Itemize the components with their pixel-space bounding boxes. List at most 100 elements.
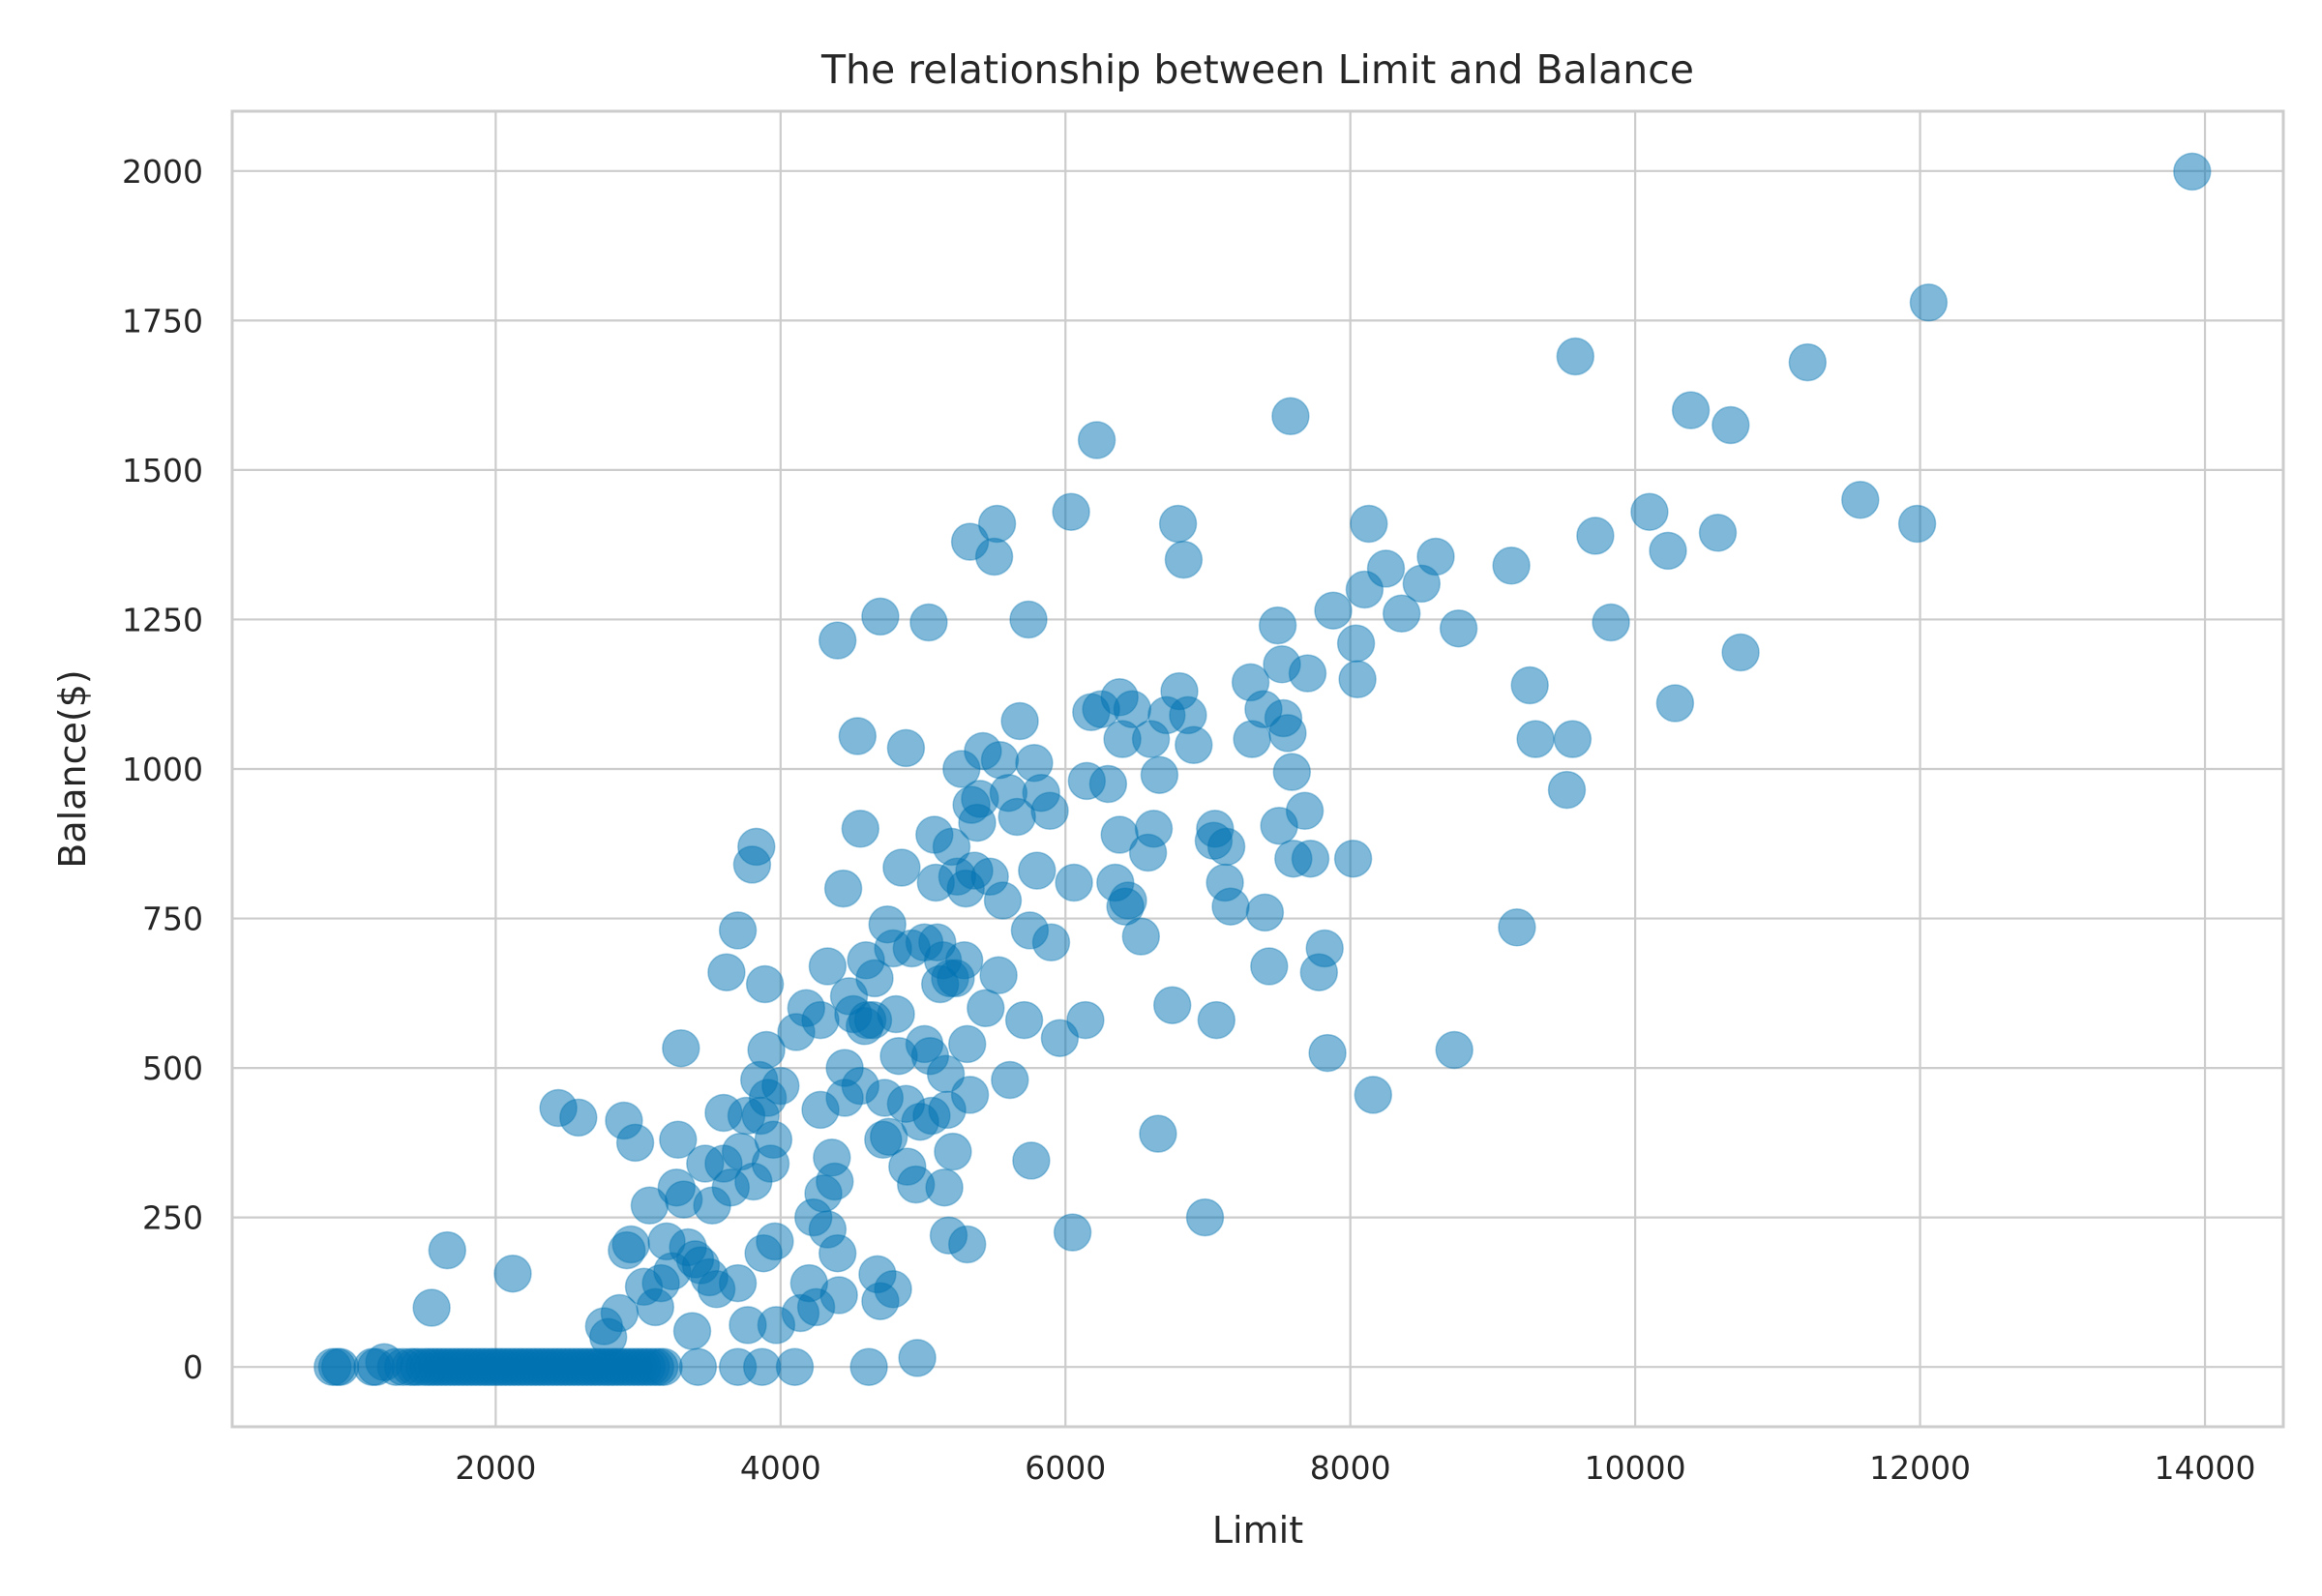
scatter-point <box>745 964 785 1004</box>
scatter-point <box>1291 839 1330 878</box>
scatter-point <box>819 1276 858 1315</box>
x-tick-label: 8000 <box>1310 1449 1391 1487</box>
y-axis-label: Balance($) <box>51 669 94 868</box>
scatter-point <box>1040 1019 1080 1057</box>
scatter-point <box>947 1024 987 1064</box>
scatter-point <box>1164 540 1204 579</box>
scatter-point <box>1206 827 1246 867</box>
scatter-point <box>1338 660 1377 699</box>
scatter-point <box>1841 481 1880 519</box>
scatter-point <box>1285 791 1325 831</box>
scatter-point <box>1492 547 1531 585</box>
scatter-point <box>1382 594 1421 634</box>
scatter-point <box>1576 517 1615 555</box>
scatter-point <box>1250 947 1289 986</box>
x-tick-label: 6000 <box>1025 1449 1106 1487</box>
points-layer <box>313 152 2212 1386</box>
y-tick-label: 1750 <box>122 302 203 340</box>
scatter-point <box>909 603 948 642</box>
scatter-point <box>1336 624 1376 663</box>
scatter-point <box>1655 684 1695 723</box>
scatter-point <box>1004 1000 1044 1040</box>
scatter-point <box>1211 887 1250 926</box>
scatter-point <box>1258 606 1297 645</box>
scatter-point <box>1350 504 1388 544</box>
scatter-point <box>1245 893 1285 932</box>
scatter-point <box>977 504 1017 544</box>
grid-layer <box>232 111 2283 1427</box>
x-tick-label: 14000 <box>2155 1449 2256 1487</box>
scatter-point <box>756 1222 794 1261</box>
scatter-point <box>737 827 776 867</box>
scatter-point <box>1671 391 1711 429</box>
scatter-point <box>1139 1114 1177 1153</box>
scatter-point <box>672 1312 712 1350</box>
x-tick-label: 12000 <box>1869 1449 1971 1487</box>
scatter-point <box>1712 405 1750 445</box>
scatter-point <box>823 869 863 908</box>
scatter-point <box>1698 514 1738 552</box>
scatter-point <box>1510 665 1549 705</box>
scatter-point <box>1308 1033 1347 1073</box>
y-tick-label: 1000 <box>122 751 203 788</box>
scatter-point <box>1121 917 1161 956</box>
scatter-point <box>1271 397 1310 436</box>
scatter-point <box>980 740 1020 780</box>
scatter-point <box>944 941 984 980</box>
scatter-point <box>1000 701 1039 741</box>
scatter-point <box>1140 755 1179 794</box>
scatter-point <box>1435 1030 1474 1070</box>
scatter-point <box>659 1120 698 1160</box>
scatter-point <box>1031 923 1071 962</box>
scatter-point <box>869 1117 908 1156</box>
y-tick-label: 1500 <box>122 452 203 489</box>
scatter-point <box>678 1347 718 1386</box>
scatter-point <box>979 956 1018 995</box>
scatter-point <box>718 1263 758 1303</box>
scatter-point <box>1052 492 1090 531</box>
scatter-point <box>849 1347 888 1386</box>
scatter-point <box>882 848 921 887</box>
y-tick-label: 250 <box>142 1199 203 1237</box>
scatter-point <box>925 1167 964 1207</box>
scatter-point <box>1649 531 1687 571</box>
y-tick-label: 2000 <box>122 153 203 191</box>
scatter-point <box>662 1028 700 1068</box>
scatter-point <box>1197 1000 1236 1040</box>
scatter-point <box>1268 714 1307 753</box>
scatter-point <box>947 1225 987 1264</box>
scatter-point <box>1314 591 1353 630</box>
scatter-point <box>874 1270 912 1309</box>
scatter-point <box>818 1233 857 1273</box>
scatter-point <box>1305 929 1344 968</box>
scatter-point <box>718 911 758 950</box>
scatter-point <box>801 1000 840 1040</box>
scatter-point <box>1077 421 1116 459</box>
scatter-point <box>816 1162 854 1201</box>
scatter-point <box>1788 342 1828 382</box>
scatter-point <box>1721 633 1760 672</box>
scatter-point <box>1439 608 1478 648</box>
y-tick-labels: 0 250 500 750 1000 1250 1500 1750 2000 <box>122 153 203 1386</box>
y-tick-label: 1250 <box>122 601 203 638</box>
scatter-point <box>644 1347 683 1386</box>
scatter-point <box>1018 851 1057 890</box>
scatter-point <box>1366 549 1406 588</box>
chart-title: The relationship between Limit and Balan… <box>820 46 1694 93</box>
scatter-point <box>886 728 926 768</box>
y-tick-label: 750 <box>142 901 203 938</box>
scatter-point <box>818 621 857 660</box>
scatter-point <box>1909 283 1949 322</box>
scatter-point <box>1556 337 1595 376</box>
scatter-point <box>1175 725 1213 765</box>
scatter-point <box>950 1076 990 1114</box>
scatter-point <box>1185 1197 1225 1237</box>
scatter-point <box>1272 753 1312 791</box>
scatter-point <box>967 989 1005 1028</box>
scatter-point <box>974 537 1014 576</box>
scatter-point <box>1498 908 1536 947</box>
scatter-point <box>1547 770 1587 810</box>
scatter-point <box>320 1347 360 1386</box>
